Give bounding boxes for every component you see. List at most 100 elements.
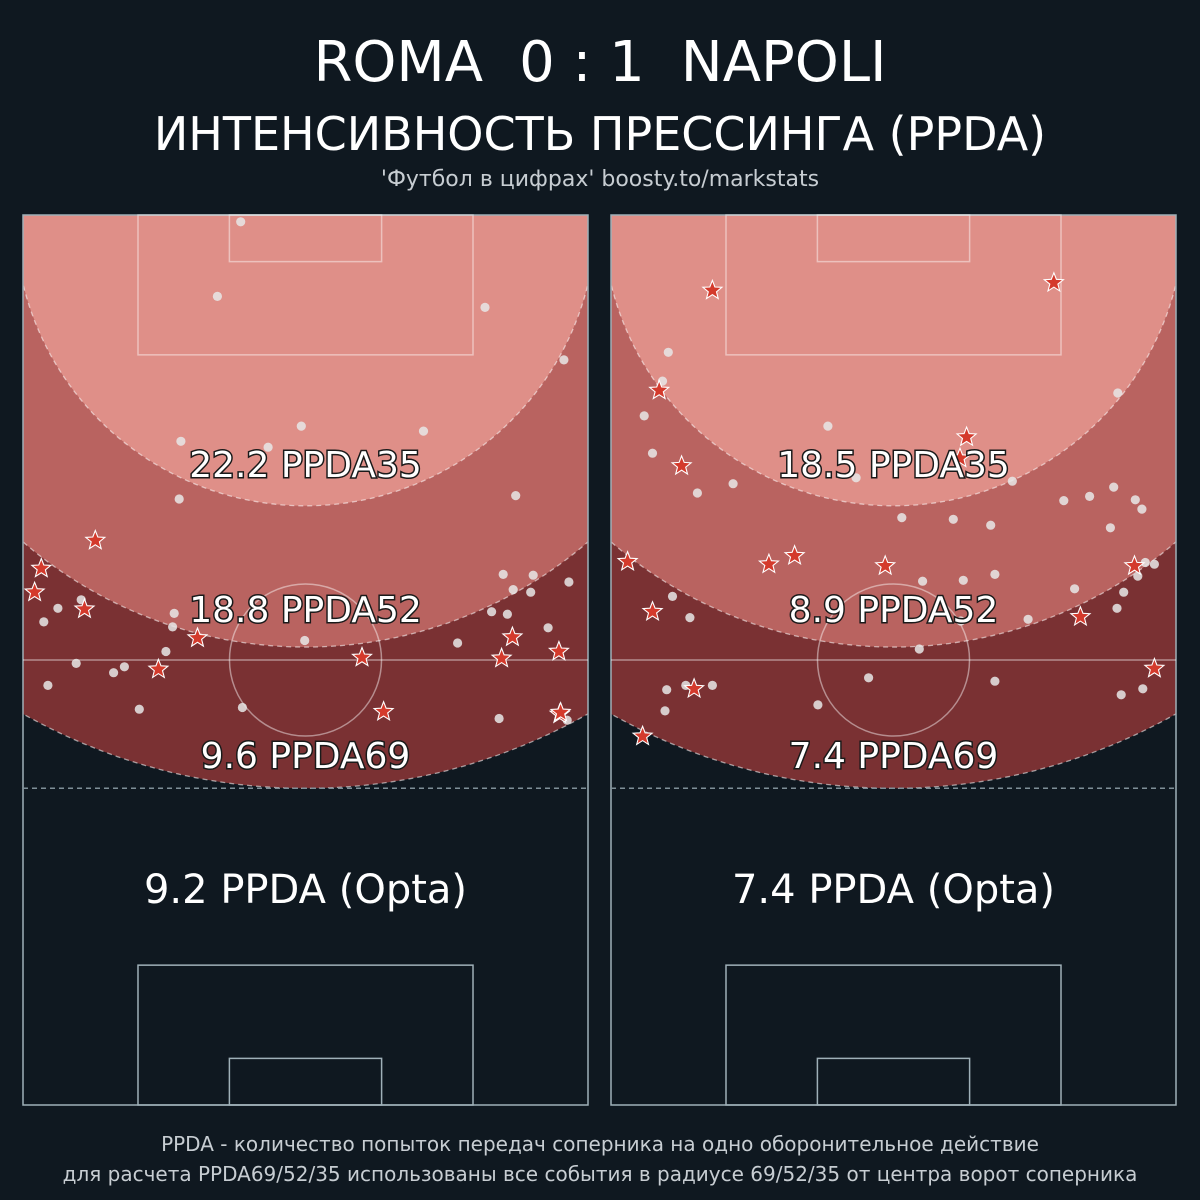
action-dot <box>639 411 649 421</box>
label-ppda35: 22.2 PPDA35 <box>189 445 422 486</box>
action-star <box>147 657 170 679</box>
top-goal-box <box>816 214 971 263</box>
label-ppda69: 7.4 PPDA69 <box>789 736 999 777</box>
action-star <box>874 554 897 576</box>
action-dot <box>1119 587 1129 597</box>
action-dot <box>71 658 81 669</box>
action-star <box>701 278 724 300</box>
action-dot <box>1085 491 1095 501</box>
action-dot <box>1007 476 1017 486</box>
action-dot <box>1070 584 1080 594</box>
action-dot <box>528 570 538 580</box>
action-star <box>683 677 706 699</box>
action-dot <box>453 638 463 648</box>
bottom-goal-box <box>228 1057 383 1106</box>
action-dot <box>418 426 429 436</box>
action-star <box>1123 554 1146 576</box>
action-dot <box>1059 496 1069 506</box>
action-dot <box>526 587 536 597</box>
credit-line: 'Футбол в цифрах' boosty.to/markstats <box>380 167 820 192</box>
action-dot <box>109 668 119 678</box>
action-dot <box>559 355 569 365</box>
action-star <box>631 724 654 746</box>
action-star <box>372 700 395 722</box>
action-star <box>1042 271 1065 293</box>
ppda-zones <box>23 215 588 789</box>
center-circle <box>228 583 383 737</box>
pitch-lines <box>22 214 589 1106</box>
action-star <box>783 544 806 566</box>
action-star <box>955 425 978 447</box>
action-dot <box>660 706 670 716</box>
action-dot <box>1149 559 1159 569</box>
action-dot <box>1137 504 1147 514</box>
ppda-zones <box>611 215 1176 789</box>
action-dot <box>864 673 874 683</box>
bottom-goal-box <box>816 1057 971 1106</box>
bottom-penalty-box <box>137 964 474 1106</box>
action-dot <box>543 623 553 633</box>
action-dot <box>43 680 53 691</box>
footnote-method: для расчета PPDA69/52/35 использованы вс… <box>62 1162 1138 1186</box>
top-goal-box <box>228 214 383 263</box>
action-dot <box>168 622 178 632</box>
chart-subtitle: ИНТЕНСИВНОСТЬ ПРЕССИНГА (PPDA) <box>153 107 1047 161</box>
bottom-penalty-box <box>725 964 1062 1106</box>
label-ppda-opta: 9.2 PPDA (Opta) <box>144 867 467 913</box>
action-dot <box>663 347 673 357</box>
action-dot <box>851 473 861 483</box>
action-dot <box>813 700 823 710</box>
label-ppda-opta: 7.4 PPDA (Opta) <box>732 867 1055 913</box>
action-dot <box>161 646 171 657</box>
action-dot <box>1140 557 1150 568</box>
action-dot <box>487 607 497 617</box>
action-dot <box>728 479 738 489</box>
label-ppda69: 9.6 PPDA69 <box>201 736 411 777</box>
action-dot <box>958 575 968 585</box>
action-dot <box>508 585 518 595</box>
action-dot <box>296 421 306 431</box>
away-team-name: NAPOLI <box>680 30 887 95</box>
action-dot <box>1130 495 1140 505</box>
action-dot <box>914 644 924 654</box>
action-dot <box>990 676 1000 686</box>
action-star <box>501 625 524 647</box>
label-ppda35: 18.5 PPDA35 <box>777 445 1010 486</box>
action-dot <box>667 591 678 602</box>
defensive-actions-stars <box>23 528 572 724</box>
action-dot <box>176 436 186 446</box>
action-dot <box>134 704 144 714</box>
action-dot <box>685 613 695 623</box>
action-star <box>1069 605 1092 627</box>
action-star <box>490 646 513 668</box>
action-dot <box>707 680 718 691</box>
action-dot <box>212 291 222 301</box>
action-star <box>648 378 671 400</box>
label-ppda52: 18.8 PPDA52 <box>189 590 422 631</box>
action-dot <box>1105 523 1115 533</box>
action-star <box>549 701 572 722</box>
action-star <box>670 454 693 476</box>
action-dot <box>263 442 273 452</box>
footnote-definition: PPDA - количество попыток передач соперн… <box>161 1132 1039 1156</box>
action-dot <box>897 513 907 523</box>
defensive-actions-dots <box>39 217 574 725</box>
top-penalty-box <box>725 214 1062 356</box>
action-dot <box>502 609 512 619</box>
action-star <box>186 626 209 648</box>
action-dot <box>480 302 490 312</box>
action-star <box>616 550 639 572</box>
action-star <box>73 597 96 619</box>
action-dot <box>823 421 833 431</box>
zone-ppda35 <box>611 215 1176 507</box>
pitch-panel-napoli: 18.5 PPDA35 8.9 PPDA52 7.4 PPDA69 7.4 PPDA … <box>610 214 1177 1106</box>
action-dot <box>647 448 658 458</box>
action-star <box>351 645 373 667</box>
action-star <box>949 446 971 468</box>
center-circle <box>816 583 971 737</box>
action-dot <box>986 520 996 530</box>
action-star <box>84 528 107 550</box>
action-dot <box>956 616 966 626</box>
top-penalty-box <box>137 214 474 356</box>
action-dot <box>1116 690 1126 700</box>
